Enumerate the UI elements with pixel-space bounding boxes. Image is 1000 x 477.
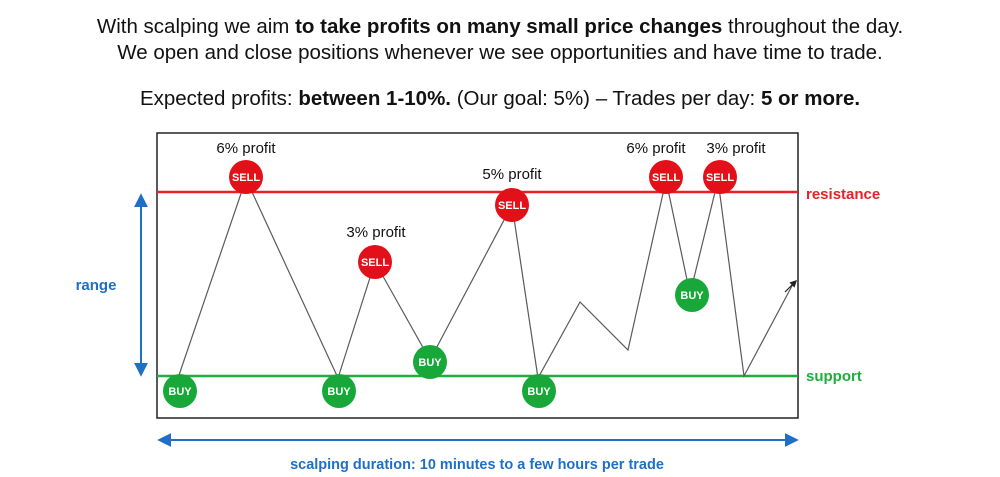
sell-marker-1-label: SELL (232, 172, 260, 184)
buy-marker-2-label: BUY (327, 386, 351, 398)
chart-frame (156, 132, 799, 419)
buy-marker-1-label: BUY (168, 386, 192, 398)
sell-marker-5-label: SELL (706, 172, 734, 184)
buy-marker-3: BUY (413, 345, 447, 379)
expected-profits-value: between 1-10%. (298, 87, 451, 110)
buy-marker-1: BUY (163, 374, 197, 408)
sell-marker-3: SELL (495, 188, 529, 222)
trades-per-day-value: 5 or more. (760, 87, 861, 110)
goal-and-trades-label: (Our goal: 5%) – Trades per day: (451, 87, 761, 110)
sell-marker-4: SELL (649, 160, 683, 194)
buy-marker-4: BUY (522, 374, 556, 408)
price-path (177, 177, 794, 380)
resistance-label: resistance (806, 186, 880, 203)
price-direction-arrow (784, 279, 798, 293)
intro-line-1-bold: to take profits on many small price chan… (295, 15, 723, 38)
intro-line-1: With scalping we aim to take profits on … (0, 14, 1000, 40)
sell-marker-3-label: SELL (498, 200, 526, 212)
profit-label-4: 6% profit (626, 140, 686, 157)
intro-line-1-text: With scalping we aim (96, 15, 296, 38)
buy-marker-3-label: BUY (418, 357, 442, 369)
buy-marker-4-label: BUY (527, 386, 551, 398)
profit-label-5: 3% profit (706, 140, 766, 157)
sell-marker-2: SELL (358, 245, 392, 279)
range-label: range (76, 277, 117, 294)
sell-marker-1: SELL (229, 160, 263, 194)
expected-profits-label: Expected profits: (139, 87, 299, 110)
sell-marker-4-label: SELL (652, 172, 680, 184)
profit-label-3: 5% profit (482, 166, 542, 183)
sell-marker-2-label: SELL (361, 257, 389, 269)
buy-marker-5: BUY (675, 278, 709, 312)
buy-marker-5-label: BUY (680, 290, 704, 302)
intro-line-1-tail: throughout the day. (722, 15, 904, 38)
profit-label-1: 6% profit (216, 140, 276, 157)
expectations-line: Expected profits: between 1-10%. (Our go… (0, 86, 1000, 112)
buy-marker-2: BUY (322, 374, 356, 408)
profit-label-2: 3% profit (346, 224, 406, 241)
intro-line-2: We open and close positions whenever we … (117, 41, 883, 64)
sell-marker-5: SELL (703, 160, 737, 194)
support-label: support (806, 368, 862, 385)
duration-label: scalping duration: 10 minutes to a few h… (290, 457, 664, 473)
